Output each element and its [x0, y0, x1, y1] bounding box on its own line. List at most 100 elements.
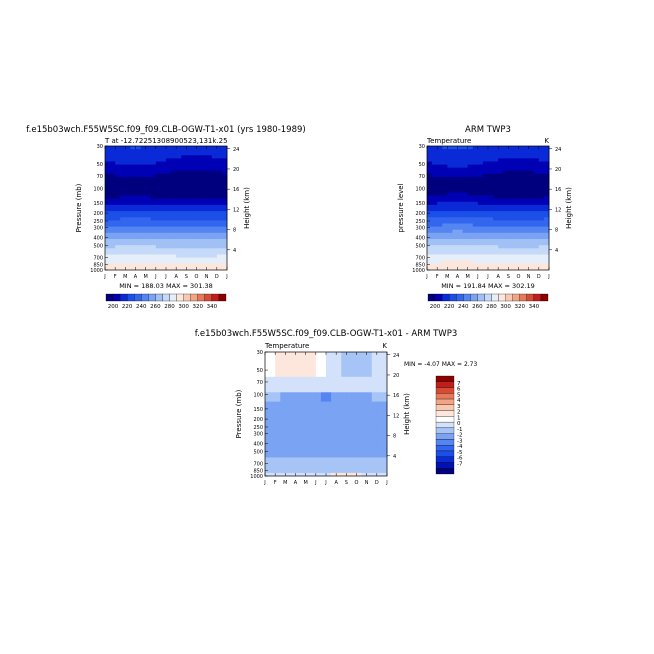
field-cell — [508, 158, 514, 162]
field-cell — [270, 358, 276, 362]
field-cell — [538, 195, 545, 200]
field-cell — [150, 260, 157, 265]
colorbar-swatch — [463, 293, 471, 302]
field-cell — [300, 438, 307, 443]
field-cell — [216, 192, 223, 196]
field-cell — [376, 432, 383, 437]
field-cell — [310, 429, 317, 433]
field-cell — [356, 379, 362, 384]
field-cell — [130, 201, 136, 206]
field-cell — [115, 226, 121, 231]
field-cell — [196, 251, 202, 255]
field-cell — [366, 355, 373, 359]
field-cell — [437, 239, 443, 243]
field-cell — [211, 161, 218, 165]
field-cell — [155, 167, 162, 172]
field-cell — [305, 383, 312, 387]
field-cell — [305, 469, 312, 474]
field-cell — [477, 155, 484, 159]
field-cell — [176, 152, 182, 156]
field-cell — [201, 235, 208, 240]
field-cell — [145, 189, 152, 193]
field-cell — [356, 352, 362, 356]
field-cell — [341, 367, 347, 371]
field-cell — [503, 173, 509, 178]
field-cell — [201, 170, 208, 175]
field-cell — [300, 370, 307, 375]
colorbar-label: 320 — [193, 304, 204, 310]
field-cell — [171, 208, 177, 212]
field-cell — [280, 379, 286, 384]
field-cell — [346, 435, 352, 440]
field-cell — [145, 167, 152, 172]
field-cell — [115, 220, 121, 224]
field-cell — [191, 254, 197, 258]
field-cell — [351, 460, 357, 464]
field-cell — [216, 161, 223, 165]
field-cell — [310, 352, 317, 356]
field-cell — [285, 432, 291, 437]
field-cell — [155, 226, 162, 231]
field-cell — [513, 263, 519, 268]
field-cell — [130, 260, 136, 265]
field-cell — [290, 429, 296, 433]
field-cell — [201, 183, 208, 187]
field-cell — [300, 417, 307, 421]
field-cell — [186, 208, 192, 212]
field-cell — [160, 155, 167, 159]
field-cell — [130, 226, 136, 231]
field-cell — [221, 189, 228, 193]
field-cell — [336, 426, 342, 430]
field-cell — [462, 208, 469, 212]
field-cell — [462, 173, 469, 178]
field-cell — [452, 173, 458, 178]
field-cell — [270, 392, 276, 396]
field-cell — [145, 266, 152, 271]
field-cell — [437, 198, 443, 203]
field-cell — [140, 214, 147, 218]
field-cell — [477, 173, 484, 178]
field-cell — [206, 146, 213, 150]
field-cell — [533, 251, 540, 255]
y-tick-label: 150 — [253, 407, 263, 413]
field-cell — [371, 451, 378, 455]
field-cell — [472, 263, 479, 268]
field-cell — [315, 401, 322, 406]
field-cell — [186, 248, 192, 252]
field-cell — [442, 152, 448, 156]
field-cell — [160, 239, 167, 243]
field-cell — [538, 260, 545, 265]
field-cell — [110, 167, 116, 172]
field-cell — [543, 177, 550, 181]
field-cell — [518, 223, 524, 227]
field-cell — [432, 214, 438, 218]
field-cell — [482, 173, 489, 178]
field-cell — [356, 389, 362, 393]
field-cell — [186, 183, 192, 187]
field-cell — [346, 364, 352, 368]
field-cell — [191, 164, 197, 169]
field-cell — [150, 208, 157, 212]
field-cell — [290, 445, 296, 449]
field-cell — [341, 358, 347, 362]
field-cell — [331, 407, 337, 412]
field-cell — [503, 260, 509, 265]
field-cell — [356, 423, 362, 427]
field-cell — [457, 201, 463, 206]
field-cell — [427, 254, 433, 258]
field-cell — [437, 183, 443, 187]
field-cell — [135, 152, 141, 156]
field-cell — [160, 161, 167, 165]
field-cell — [538, 266, 545, 271]
field-cell — [135, 155, 141, 159]
field-cell — [265, 392, 271, 396]
field-cell — [503, 149, 509, 153]
field-cell — [150, 251, 157, 255]
field-cell — [467, 164, 474, 169]
field-cell — [462, 167, 469, 172]
field-cell — [275, 435, 281, 440]
field-cell — [280, 367, 286, 371]
field-cell — [437, 229, 443, 234]
field-cell — [528, 251, 535, 255]
field-cell — [171, 245, 177, 249]
